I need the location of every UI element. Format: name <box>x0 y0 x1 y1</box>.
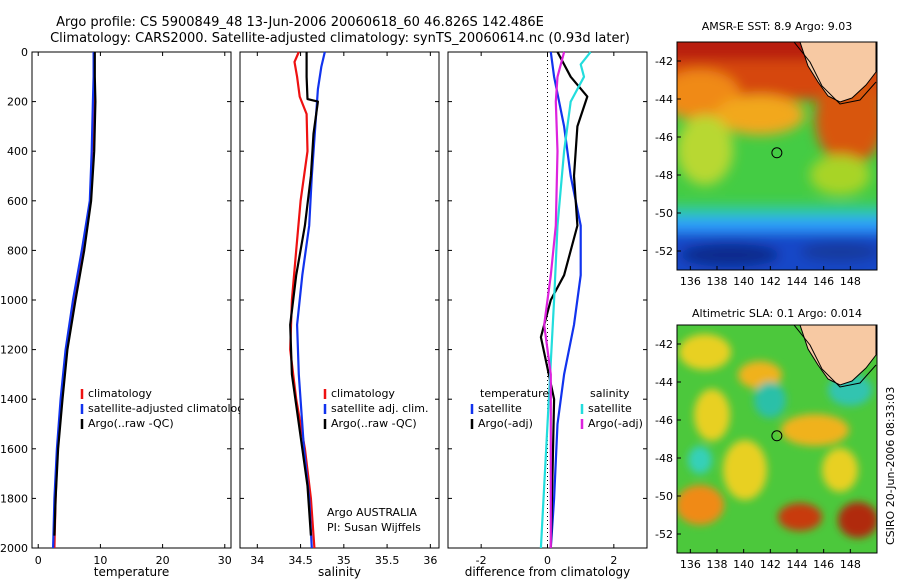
difference-legend-header: salinity <box>590 387 630 400</box>
sst-ticks-xtick-label: 142 <box>760 275 781 288</box>
sla-ticks-ytick-label: -42 <box>655 338 673 351</box>
difference-legend-header: temperature <box>480 387 549 400</box>
salinity-series-satellite-adj-clim- <box>296 51 326 549</box>
temperature-ytick-label: 1000 <box>0 294 28 307</box>
sla-ticks-ytick-label: -50 <box>655 490 673 503</box>
salinity-xtick-label: 36 <box>423 554 437 567</box>
sla-axes: 136 138 140 142 144 146 148 -42 -44 -46 -48 -50 -52 <box>655 338 861 571</box>
difference-legend-label: satellite <box>588 402 632 415</box>
salinity-xtick-label: 35 <box>337 554 351 567</box>
sla-ticks-xtick-label: 142 <box>760 558 781 571</box>
temperature-ytick-label: 1800 <box>0 492 28 505</box>
sst-ticks-xtick-label: 148 <box>840 275 861 288</box>
temperature-series-argo-raw-qc- <box>53 52 97 536</box>
temperature-frame <box>31 51 232 549</box>
sla-ticks-xtick-label: 146 <box>813 558 834 571</box>
temperature-ytick-label: 2000 <box>0 542 28 555</box>
sst-ticks-ytick-label: -44 <box>655 93 673 106</box>
credit-text: CSIRO 20-Jun-2006 08:33:03 <box>884 387 897 545</box>
salinity-annotation: Argo AUSTRALIA <box>327 506 417 519</box>
sla-ticks-ytick-label: -52 <box>655 528 673 541</box>
temperature-ytick-label: 1200 <box>0 344 28 357</box>
salinity-panel: 34 34.5 35 35.5 36 salinity climatology satelli… <box>239 51 440 579</box>
temperature-xtick-label: 30 <box>218 554 232 567</box>
sla-map-title: Altimetric SLA: 0.1 Argo: 0.014 <box>692 307 862 320</box>
temperature-ytick-label: 200 <box>7 96 28 109</box>
sla-ticks-xtick-label: 138 <box>707 558 728 571</box>
difference-xtick-label: 2 <box>610 554 617 567</box>
temperature-ytick-label: 0 <box>21 46 28 59</box>
temperature-xtick-label: 10 <box>93 554 107 567</box>
difference-series-salinity-argo-adj- <box>543 51 566 548</box>
salinity-xlabel: salinity <box>318 565 361 579</box>
figure-title-line1: Argo profile: CS 5900849_48 13-Jun-2006 … <box>56 15 544 30</box>
sst-ticks-ytick-label: -48 <box>655 169 673 182</box>
salinity-legend-label: satellite adj. clim. <box>331 402 428 415</box>
difference-series-temperature-argo-adj- <box>539 51 589 549</box>
temperature-xlabel: temperature <box>94 565 169 579</box>
sst-ticks-ytick-label: -50 <box>655 207 673 220</box>
temperature-legend-label: Argo(..raw -QC) <box>88 417 174 430</box>
difference-xtick-label: 0 <box>544 554 551 567</box>
sla-ticks-ytick-label: -46 <box>655 414 673 427</box>
sla-ticks-xtick-label: 148 <box>840 558 861 571</box>
figure-title-line2: Climatology: CARS2000. Satellite-adjuste… <box>50 31 630 46</box>
temperature-legend-label: satellite-adjusted climatology <box>88 402 251 415</box>
temperature-ytick-label: 1600 <box>0 443 28 456</box>
sla-ticks-ytick-label: -48 <box>655 452 673 465</box>
sst-ticks-ytick-label: -46 <box>655 131 673 144</box>
temperature-xtick-label: 20 <box>156 554 170 567</box>
temperature-ytick-label: 800 <box>7 244 28 257</box>
temperature-series-satellite-adjusted-climatology <box>52 52 95 549</box>
temperature-ytick-label: 400 <box>7 145 28 158</box>
sst-ticks-xtick-label: 144 <box>787 275 808 288</box>
difference-legend-label: Argo(-adj) <box>588 417 643 430</box>
sla-map: Altimetric SLA: 0.1 Argo: 0.014 1 <box>655 307 878 571</box>
sst-ticks-xtick-label: 136 <box>680 275 701 288</box>
salinity-xtick-label: 34 <box>250 554 264 567</box>
salinity-series-argo-raw-qc- <box>289 52 319 536</box>
sst-ticks-xtick-label: 140 <box>733 275 754 288</box>
sla-float-marker <box>771 430 783 442</box>
sst-ticks-ytick-label: -52 <box>655 245 673 258</box>
temperature-legend-label: climatology <box>88 387 152 400</box>
sst-ticks-xtick-label: 146 <box>813 275 834 288</box>
difference-xlabel: difference from climatology <box>465 565 631 579</box>
salinity-legend-label: climatology <box>331 387 395 400</box>
salinity-xtick-label: 34.5 <box>288 554 313 567</box>
sla-ticks-xtick-label: 140 <box>733 558 754 571</box>
sla-ticks-ytick-label: -44 <box>655 376 673 389</box>
sst-axes: 136 138 140 142 144 146 148 -42 -44 -46 -48 -50 -52 <box>655 55 861 288</box>
sst-float-marker <box>771 147 783 159</box>
sst-frame <box>676 41 878 271</box>
salinity-annotation: PI: Susan Wijffels <box>327 521 421 534</box>
sla-ticks-xtick-label: 144 <box>787 558 808 571</box>
sst-map: AMSR-E SST: 8.9 Argo: 9.03 136 138 <box>655 20 878 288</box>
temperature-ytick-label: 1400 <box>0 393 28 406</box>
sst-ticks-xtick-label: 138 <box>707 275 728 288</box>
salinity-legend-label: Argo(..raw -QC) <box>331 417 417 430</box>
sla-ticks-xtick-label: 136 <box>680 558 701 571</box>
sla-field <box>677 325 877 553</box>
sla-frame <box>676 324 878 554</box>
sst-field <box>677 42 877 270</box>
difference-legend-label: Argo(-adj) <box>478 417 533 430</box>
salinity-xtick-label: 35.5 <box>375 554 400 567</box>
difference-xtick-label: -2 <box>476 554 487 567</box>
temperature-xtick-label: 0 <box>35 554 42 567</box>
temperature-panel: 0 10 20 30 0 200 400 600 800 1000 1200 1400 1600 1800… <box>0 46 251 579</box>
difference-series-temperature-satellite <box>549 51 582 549</box>
sst-map-title: AMSR-E SST: 8.9 Argo: 9.03 <box>702 20 853 33</box>
sst-ticks-ytick-label: -42 <box>655 55 673 68</box>
salinity-frame <box>239 51 440 549</box>
temperature-ytick-label: 600 <box>7 195 28 208</box>
difference-legend-label: satellite <box>478 402 522 415</box>
